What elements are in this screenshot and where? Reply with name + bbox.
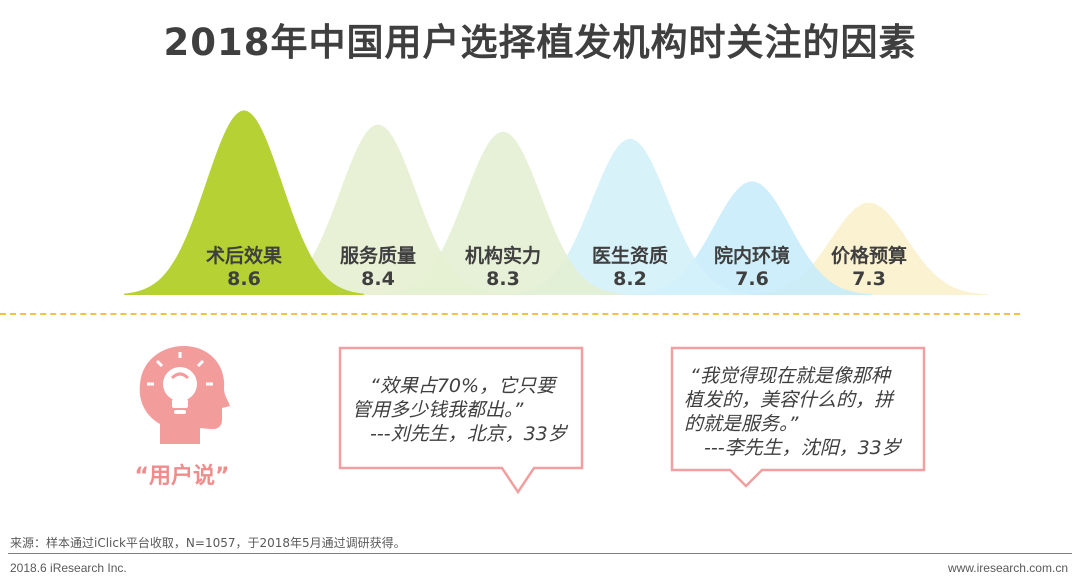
copyright: 2018.6 iResearch Inc.: [10, 561, 127, 575]
factor-area-0: [124, 110, 364, 296]
factor-value-0: 8.6: [227, 268, 261, 290]
divider-dashed-line: [0, 313, 1020, 315]
factor-value-2: 8.3: [486, 268, 520, 290]
factor-value-3: 8.2: [613, 268, 647, 290]
factor-label-3: 医生资质: [592, 244, 668, 267]
factor-label-5: 价格预算: [831, 244, 907, 267]
quote-bubble-1: “效果占70%，它只要 管用多少钱我都出。” ---刘先生，北京，33岁: [338, 346, 584, 496]
factor-area-2: [383, 131, 623, 295]
quote-bubble-2: “我觉得现在就是像那种 植发的，美容什么的，拼 的就是服务。” ---李先生，沈…: [670, 346, 926, 490]
user-says-label: “用户说”: [134, 464, 230, 489]
source-note: 来源：样本通过iClick平台收取，N=1057，于2018年5月通过调研获得。: [10, 536, 406, 550]
head-lightbulb-icon: [132, 340, 232, 448]
factor-label-2: 机构实力: [465, 244, 541, 267]
quote-1-line-1: “效果占70%，它只要: [370, 375, 556, 397]
quote-2-line-1: “我觉得现在就是像那种: [690, 365, 890, 387]
footer-divider: [8, 553, 1072, 554]
factor-value-5: 7.3: [852, 268, 886, 290]
factor-value-1: 8.4: [361, 268, 395, 290]
page-title: 2018年中国用户选择植发机构时关注的因素: [163, 21, 917, 64]
quote-1-line-2: 管用多少钱我都出。”: [352, 399, 524, 421]
factor-label-0: 术后效果: [206, 244, 282, 267]
factor-area-1: [258, 124, 498, 295]
factor-label-4: 院内环境: [714, 244, 790, 267]
quote-2-line-4: ---李先生，沈阳，33岁: [704, 437, 901, 459]
factor-area-3: [510, 138, 750, 295]
quote-2-line-2: 植发的，美容什么的，拼: [684, 389, 894, 411]
factor-value-4: 7.6: [735, 268, 769, 290]
quote-2-line-3: 的就是服务。”: [684, 413, 799, 435]
quote-1-line-3: ---刘先生，北京，33岁: [370, 423, 567, 445]
factor-label-1: 服务质量: [340, 244, 416, 267]
website-link[interactable]: www.iresearch.com.cn: [947, 561, 1068, 575]
